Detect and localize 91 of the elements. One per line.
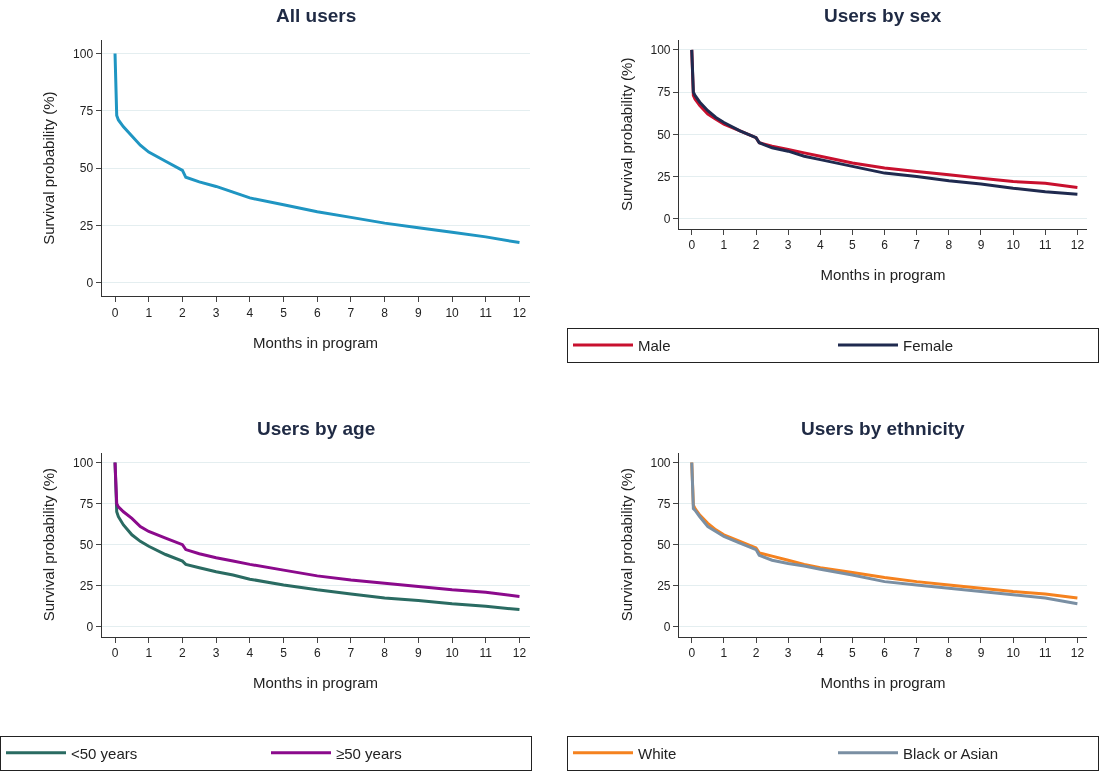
y-axis-title: Survival probability (%) [617,57,635,211]
x-tick-label: 9 [415,305,423,320]
x-tick-label: 0 [111,646,119,661]
legend-label: Female [903,336,954,354]
y-axis-title: Survival probability (%) [617,467,635,622]
x-tick-label: 7 [347,305,355,320]
y-tick-label: 100 [650,455,671,470]
y-axis-title: Survival probability (%) [40,467,58,622]
y-axis-title: Survival probability (%) [40,91,58,245]
y-tick-label: 50 [79,161,94,176]
y-tick-label: 100 [73,455,94,470]
y-tick-label: 50 [657,127,671,142]
x-tick-label: 2 [752,238,760,253]
y-tick-label: 100 [73,46,94,61]
x-tick-label: 2 [752,646,760,661]
x-tick-label: 2 [179,646,187,661]
x-tick-label: 3 [784,646,792,661]
legend-label: ≥50 years [336,744,402,762]
x-tick-label: 7 [913,238,921,253]
x-tick-label: 11 [479,646,493,661]
y-tick-label: 25 [79,218,94,233]
x-tick-label: 9 [977,238,985,253]
x-tick-label: 7 [347,646,355,661]
y-tick-label: 75 [657,496,671,511]
x-tick-label: 1 [720,646,728,661]
x-tick-label: 8 [945,238,953,253]
y-tick-label: 0 [663,620,671,635]
x-tick-label: 0 [688,646,696,661]
x-tick-label: 4 [816,646,824,661]
x-axis-title: Months in program [820,266,946,284]
legend-label: White [638,744,677,762]
y-tick-label: 0 [86,275,94,290]
x-tick-label: 12 [512,305,527,320]
x-tick-label: 5 [849,238,857,253]
legend-label: <50 years [71,744,138,762]
x-tick-label: 12 [1070,238,1085,253]
x-tick-label: 5 [280,305,288,320]
x-tick-label: 7 [913,646,921,661]
x-tick-label: 12 [1070,646,1085,661]
y-tick-label: 50 [657,537,671,552]
y-tick-label: 75 [79,496,94,511]
x-tick-label: 1 [145,305,153,320]
x-tick-label: 10 [1006,238,1021,253]
y-tick-label: 25 [79,578,94,593]
x-tick-label: 9 [977,646,985,661]
y-tick-label: 25 [657,169,671,184]
x-tick-label: 6 [881,238,889,253]
x-tick-label: 4 [816,238,824,253]
y-tick-label: 100 [650,43,671,58]
x-tick-label: 3 [212,646,220,661]
x-tick-label: 0 [111,305,119,320]
x-tick-label: 6 [313,646,321,661]
chart-title: Users by sex [824,5,942,26]
y-tick-label: 25 [657,578,671,593]
legend-label: Black or Asian [903,744,999,762]
chart-title: Users by ethnicity [801,418,966,439]
x-tick-label: 3 [784,238,792,253]
x-tick-label: 10 [1006,646,1021,661]
x-tick-label: 6 [313,305,321,320]
x-tick-label: 9 [415,646,423,661]
x-tick-label: 12 [512,646,527,661]
y-tick-label: 50 [79,537,94,552]
x-axis-title: Months in program [820,674,946,692]
x-tick-label: 11 [1039,646,1052,661]
x-tick-label: 2 [179,305,187,320]
x-tick-label: 8 [381,646,389,661]
chart-title: All users [276,5,357,26]
x-tick-label: 3 [212,305,220,320]
x-tick-label: 8 [945,646,953,661]
x-tick-label: 6 [881,646,889,661]
y-tick-label: 75 [79,104,94,119]
x-tick-label: 11 [479,305,493,320]
y-tick-label: 75 [657,85,671,100]
chart-title: Users by age [257,418,376,439]
x-axis-title: Months in program [253,674,379,692]
x-tick-label: 0 [688,238,696,253]
x-tick-label: 8 [381,305,389,320]
y-tick-label: 0 [663,211,671,226]
x-tick-label: 4 [246,305,254,320]
line-series [113,52,521,245]
x-tick-label: 1 [720,238,728,253]
x-tick-label: 5 [849,646,857,661]
y-tick-label: 0 [86,620,94,635]
x-axis-title: Months in program [253,333,379,351]
x-tick-label: 10 [445,646,460,661]
x-tick-label: 4 [246,646,254,661]
x-tick-label: 1 [145,646,153,661]
x-tick-label: 11 [1039,238,1052,253]
legend-label: Male [638,336,671,354]
x-tick-label: 10 [445,305,460,320]
x-tick-label: 5 [280,646,288,661]
